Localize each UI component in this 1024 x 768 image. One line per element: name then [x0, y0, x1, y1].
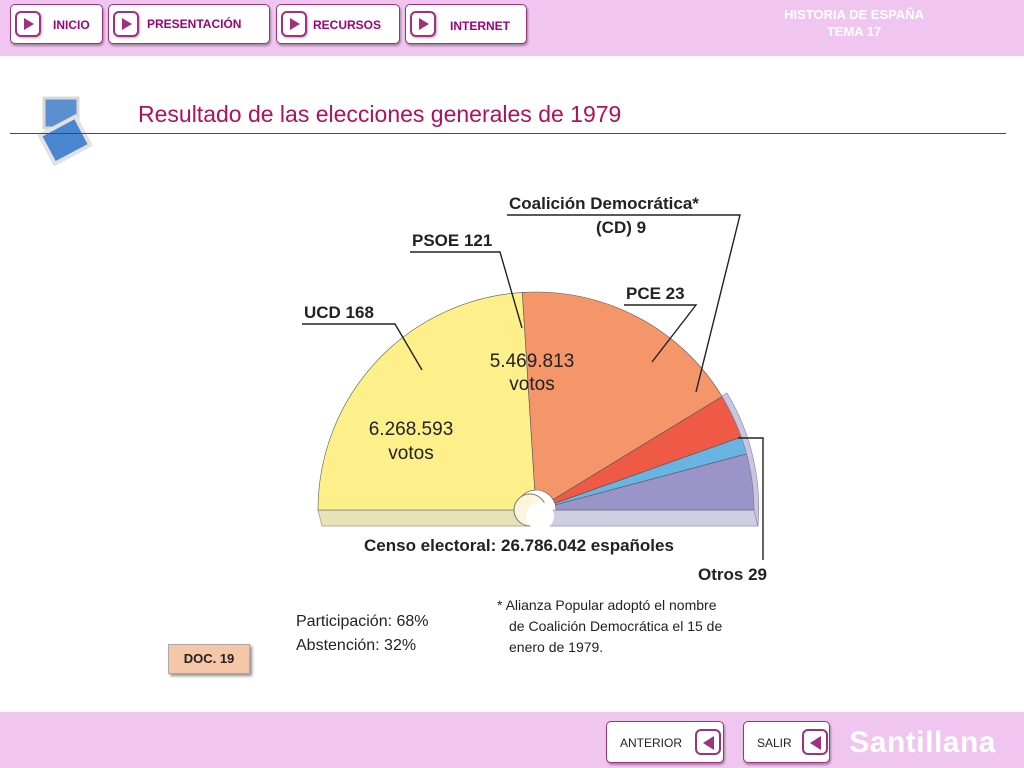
- title-divider: [10, 133, 1006, 134]
- presentacion-label: PRESENTACIÓN: [147, 17, 242, 31]
- recursos-label: RECURSOS: [313, 18, 382, 32]
- internet-button[interactable]: INTERNET: [405, 4, 527, 44]
- votes-psoe: 5.469.813: [490, 351, 575, 372]
- leader-otros: [738, 437, 764, 560]
- course-title: HISTORIA DE ESPAÑA: [784, 7, 924, 22]
- play-arrow-icon: [410, 11, 436, 37]
- back-arrow-icon: [802, 729, 828, 755]
- leader-cd: [507, 214, 741, 393]
- santillana-logo: Santillana: [849, 726, 996, 759]
- slice-ucd: [317, 292, 536, 511]
- leader-psoe: [410, 251, 523, 329]
- presentacion-button[interactable]: PRESENTACIÓN: [108, 4, 270, 44]
- document-icon: [36, 94, 96, 167]
- slice-otros-rim: [721, 392, 760, 527]
- anterior-label: ANTERIOR: [620, 736, 683, 750]
- abstention-label: Abstención: 32%: [296, 637, 416, 654]
- salir-label: SALIR: [757, 736, 792, 750]
- play-arrow-icon: [113, 11, 139, 37]
- bottom-bar: [0, 712, 1024, 768]
- course-header: HISTORIA DE ESPAÑA TEMA 17: [784, 6, 924, 40]
- label-pce: PCE 23: [626, 284, 685, 303]
- play-arrow-icon: [15, 11, 41, 37]
- participation-label: Participación: 68%: [296, 613, 429, 630]
- label-psoe: PSOE 121: [412, 231, 492, 250]
- votes-unit-ucd: votos: [388, 443, 433, 464]
- census-label: Censo electoral: 26.786.042 españoles: [364, 536, 674, 555]
- label-ucd: UCD 168: [304, 303, 374, 322]
- inicio-label: INICIO: [53, 18, 90, 32]
- label-cd-name: Coalición Democrática*: [509, 194, 699, 213]
- leader-pce: [624, 304, 698, 363]
- salir-button[interactable]: SALIR: [743, 721, 830, 763]
- label-otros: Otros 29: [698, 565, 767, 584]
- recursos-button[interactable]: RECURSOS: [276, 4, 400, 44]
- chart-hub-hole: [526, 502, 554, 530]
- chart-base-right: [535, 509, 759, 527]
- footnote-line: de Coalición Democrática el 15 de: [509, 618, 722, 634]
- votes-ucd: 6.268.593: [369, 419, 454, 440]
- course-unit: TEMA 17: [826, 24, 882, 39]
- doc-label: DOC. 19: [168, 644, 250, 674]
- page-title: Resultado de las elecciones generales de…: [138, 101, 622, 127]
- play-arrow-icon: [281, 11, 307, 37]
- footnote-line: * Alianza Popular adoptó el nombre: [497, 597, 717, 613]
- leader-ucd: [302, 323, 423, 371]
- label-cd-seats: (CD) 9: [596, 218, 646, 237]
- internet-label: INTERNET: [450, 19, 510, 33]
- anterior-button[interactable]: ANTERIOR: [606, 721, 724, 763]
- inicio-button[interactable]: INICIO: [10, 4, 103, 44]
- votes-unit-psoe: votos: [509, 374, 554, 395]
- back-arrow-icon: [695, 729, 721, 755]
- footnote-line: enero de 1979.: [509, 639, 603, 655]
- slice-psoe: [521, 291, 723, 501]
